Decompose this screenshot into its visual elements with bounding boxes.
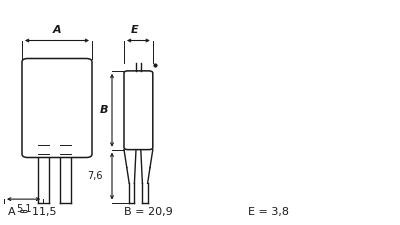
Text: 7,6: 7,6 xyxy=(87,171,102,181)
FancyBboxPatch shape xyxy=(22,58,92,158)
Text: A = 11,5: A = 11,5 xyxy=(8,207,56,216)
Text: B: B xyxy=(100,105,108,115)
FancyBboxPatch shape xyxy=(124,71,153,150)
Text: E: E xyxy=(131,25,139,35)
Text: 5,1: 5,1 xyxy=(16,204,31,214)
Text: A: A xyxy=(53,25,62,35)
Text: E = 3,8: E = 3,8 xyxy=(248,207,289,216)
Text: B = 20,9: B = 20,9 xyxy=(124,207,173,216)
